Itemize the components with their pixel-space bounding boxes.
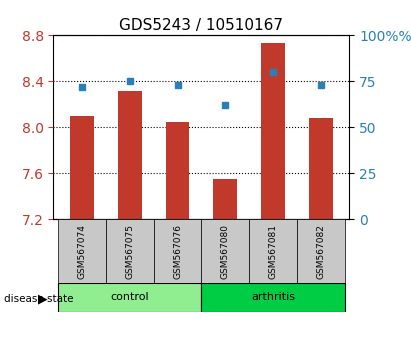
Text: ▶: ▶: [38, 293, 47, 306]
Bar: [261, 44, 285, 219]
Text: GSM567080: GSM567080: [221, 224, 230, 279]
FancyBboxPatch shape: [58, 219, 106, 283]
FancyBboxPatch shape: [249, 219, 297, 283]
FancyBboxPatch shape: [201, 219, 249, 283]
Text: control: control: [111, 292, 149, 302]
Bar: [213, 179, 237, 219]
Text: GSM567082: GSM567082: [316, 224, 325, 279]
Bar: [70, 116, 94, 219]
FancyBboxPatch shape: [201, 283, 344, 312]
Bar: [166, 122, 189, 219]
FancyBboxPatch shape: [297, 219, 344, 283]
Text: disease state: disease state: [4, 294, 74, 304]
Text: GSM567075: GSM567075: [125, 224, 134, 279]
Text: GSM567081: GSM567081: [268, 224, 277, 279]
Text: arthritis: arthritis: [251, 292, 295, 302]
Bar: [309, 118, 332, 219]
FancyBboxPatch shape: [58, 283, 201, 312]
Text: GSM567074: GSM567074: [78, 224, 87, 279]
Text: GSM567076: GSM567076: [173, 224, 182, 279]
FancyBboxPatch shape: [154, 219, 201, 283]
Bar: [118, 91, 142, 219]
FancyBboxPatch shape: [106, 219, 154, 283]
Title: GDS5243 / 10510167: GDS5243 / 10510167: [119, 18, 284, 33]
